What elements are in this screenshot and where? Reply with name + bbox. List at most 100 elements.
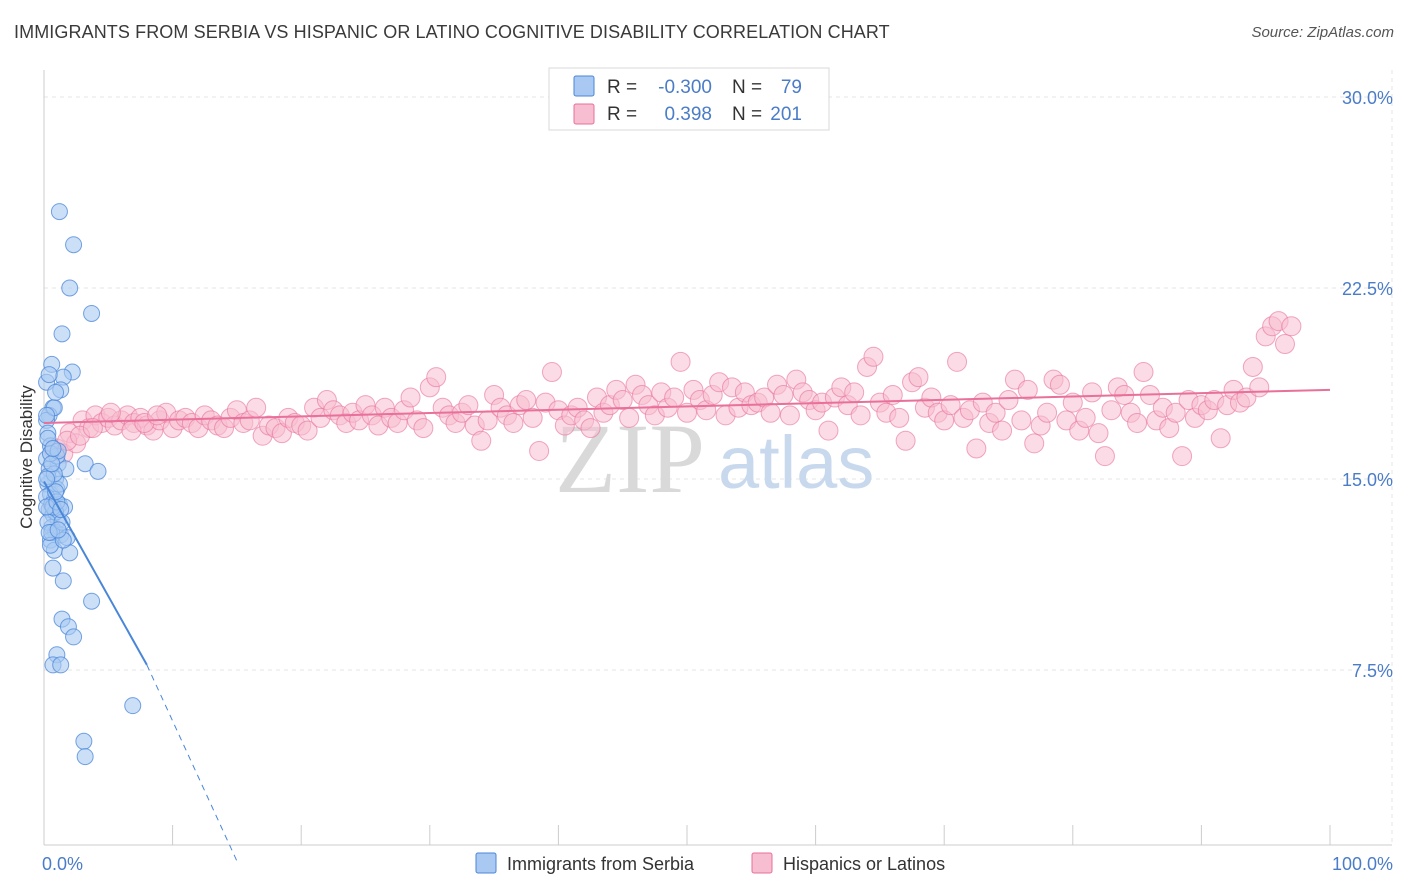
hispanic-point bbox=[471, 430, 492, 451]
hispanic-point bbox=[1101, 400, 1122, 421]
hispanic-point bbox=[1088, 423, 1109, 444]
y-axis-label: Cognitive Disability bbox=[17, 385, 36, 529]
hispanic-point bbox=[1165, 402, 1186, 423]
hispanic-point bbox=[760, 402, 781, 423]
hispanic-point bbox=[1094, 446, 1115, 467]
legend-r-label-2: R = bbox=[607, 104, 637, 125]
serbia-point bbox=[52, 656, 70, 674]
hispanic-point bbox=[882, 384, 903, 405]
hispanic-point bbox=[1172, 446, 1193, 467]
hispanic-point bbox=[992, 420, 1013, 441]
hispanic-point bbox=[297, 420, 318, 441]
x-tick-label-end: 100.0% bbox=[1332, 854, 1393, 874]
trend-lines bbox=[43, 388, 1331, 862]
legend-r-label-1: R = bbox=[607, 77, 637, 98]
serbia-point bbox=[54, 572, 72, 590]
hispanic-point bbox=[529, 440, 550, 461]
hispanic-point bbox=[1274, 334, 1295, 355]
serbia-point bbox=[61, 279, 79, 297]
serbia-point bbox=[47, 383, 65, 401]
hispanic-point bbox=[779, 405, 800, 426]
hispanic-point bbox=[503, 412, 524, 433]
hispanic-point bbox=[1082, 382, 1103, 403]
hispanic-point bbox=[850, 405, 871, 426]
serbia-trend-extension bbox=[146, 664, 238, 862]
hispanic-point bbox=[612, 390, 633, 411]
serbia-point bbox=[44, 559, 62, 577]
serbia-point bbox=[75, 732, 93, 750]
hispanic-point bbox=[580, 418, 601, 439]
serbia-trend-line bbox=[43, 481, 148, 666]
hispanic-point bbox=[773, 384, 794, 405]
serbia-point bbox=[83, 304, 101, 322]
hispanic-point bbox=[82, 418, 103, 439]
gridlines bbox=[44, 70, 1393, 845]
hispanic-point bbox=[516, 390, 537, 411]
hispanic-point bbox=[619, 407, 640, 428]
serbia-point bbox=[76, 748, 94, 766]
hispanic-point bbox=[670, 351, 691, 372]
serbia-point bbox=[65, 236, 83, 254]
legend-r-value-2: 0.398 bbox=[664, 104, 712, 125]
bottom-legend-hispanic: Hispanics or Latinos bbox=[783, 854, 945, 874]
legend-swatch-hispanic bbox=[573, 103, 595, 125]
correlation-legend: R = -0.300 N = 79 R = 0.398 N = 201 bbox=[548, 67, 830, 131]
hispanic-point bbox=[844, 382, 865, 403]
hispanic-point bbox=[889, 407, 910, 428]
hispanic-point bbox=[947, 351, 968, 372]
y-tick-label-0: 7.5% bbox=[1352, 661, 1393, 681]
hispanic-point bbox=[522, 407, 543, 428]
watermark: ZIP atlas bbox=[555, 403, 874, 514]
legend-n-label-2: N = bbox=[732, 104, 762, 125]
y-tick-label-3: 30.0% bbox=[1342, 88, 1393, 108]
source-credit: Source: ZipAtlas.com bbox=[1251, 24, 1394, 41]
axis-ticks: 7.5% 15.0% 22.5% 30.0% 0.0% 100.0% bbox=[42, 88, 1393, 874]
hispanic-point bbox=[426, 367, 447, 388]
serbia-point bbox=[44, 439, 62, 457]
hispanic-point bbox=[1049, 374, 1070, 395]
hispanic-point bbox=[985, 402, 1006, 423]
hispanic-point bbox=[966, 438, 987, 459]
watermark-atlas: atlas bbox=[718, 421, 874, 504]
serbia-point bbox=[124, 697, 142, 715]
legend-n-value-1: 79 bbox=[781, 77, 802, 98]
legend-swatch-serbia bbox=[573, 75, 595, 97]
hispanic-point bbox=[1062, 392, 1083, 413]
hispanic-point bbox=[413, 418, 434, 439]
hispanic-point bbox=[863, 346, 884, 367]
chart-title: IMMIGRANTS FROM SERBIA VS HISPANIC OR LA… bbox=[14, 22, 890, 42]
serbia-point bbox=[38, 406, 56, 424]
serbia-point bbox=[53, 325, 71, 343]
hispanic-point bbox=[246, 397, 267, 418]
hispanic-point bbox=[908, 367, 929, 388]
hispanic-point bbox=[998, 390, 1019, 411]
serbia-point bbox=[49, 521, 67, 539]
hispanic-point bbox=[541, 362, 562, 383]
series-legend: Immigrants from Serbia Hispanics or Lati… bbox=[475, 852, 945, 874]
serbia-point bbox=[83, 592, 101, 610]
bottom-legend-serbia: Immigrants from Serbia bbox=[507, 854, 695, 874]
hispanic-point bbox=[677, 402, 697, 423]
hispanic-point bbox=[100, 402, 121, 423]
y-tick-label-2: 22.5% bbox=[1342, 279, 1393, 299]
legend-n-value-2: 201 bbox=[770, 104, 802, 125]
hispanic-point bbox=[147, 405, 168, 426]
hispanic-point bbox=[1210, 428, 1231, 449]
legend-n-label-1: N = bbox=[732, 77, 762, 98]
y-tick-label-1: 15.0% bbox=[1342, 470, 1393, 490]
hispanic-point bbox=[1024, 433, 1045, 454]
hispanic-point bbox=[1037, 402, 1058, 423]
hispanic-point bbox=[1281, 316, 1302, 337]
serbia-point bbox=[89, 462, 107, 480]
hispanic-point bbox=[1127, 412, 1148, 433]
hispanic-point bbox=[895, 430, 916, 451]
hispanic-point bbox=[818, 420, 839, 441]
hispanic-point bbox=[400, 387, 421, 408]
legend-r-value-1: -0.300 bbox=[658, 77, 712, 98]
hispanic-point bbox=[1011, 410, 1032, 431]
serbia-point bbox=[40, 366, 58, 384]
x-tick-label-start: 0.0% bbox=[42, 854, 83, 874]
hispanic-point bbox=[1133, 362, 1154, 383]
bottom-legend-swatch-serbia bbox=[475, 852, 497, 874]
